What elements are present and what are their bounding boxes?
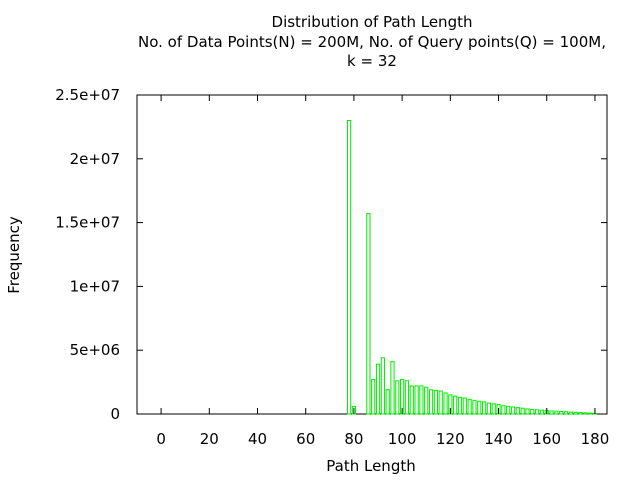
chart-title-line-1: Distribution of Path Length bbox=[272, 13, 473, 31]
x-tick-label: 120 bbox=[436, 430, 465, 448]
bar bbox=[530, 409, 535, 415]
plot-area-border bbox=[136, 94, 608, 415]
bar bbox=[573, 411, 578, 415]
bar bbox=[563, 411, 569, 415]
bar bbox=[419, 385, 424, 415]
bar bbox=[375, 363, 381, 415]
bar bbox=[486, 402, 491, 415]
bar bbox=[525, 408, 530, 415]
bar bbox=[366, 213, 371, 415]
x-tick-label: 80 bbox=[344, 430, 363, 448]
bar bbox=[428, 389, 434, 415]
chart-title-line-3: k = 32 bbox=[347, 52, 397, 70]
bar bbox=[510, 406, 516, 415]
bar bbox=[583, 412, 588, 415]
y-tick-label: 5e+06 bbox=[70, 341, 120, 359]
y-axis-label: Frequency bbox=[5, 216, 23, 294]
bar bbox=[520, 407, 525, 415]
bar bbox=[404, 380, 410, 415]
bar bbox=[395, 380, 400, 415]
bar bbox=[568, 411, 573, 415]
bar bbox=[554, 410, 559, 415]
bar bbox=[390, 361, 395, 415]
chart-title: Distribution of Path Length No. of Data … bbox=[138, 13, 606, 70]
bar bbox=[506, 405, 511, 415]
bar bbox=[491, 403, 496, 415]
y-tick-label: 0 bbox=[110, 405, 120, 423]
x-tick-label: 140 bbox=[484, 430, 513, 448]
y-tick-label: 2e+07 bbox=[70, 150, 120, 168]
bar bbox=[371, 379, 376, 415]
bar bbox=[481, 401, 487, 415]
y-tick-label: 2.5e+07 bbox=[55, 86, 120, 104]
x-axis-label: Path Length bbox=[326, 457, 415, 475]
bar bbox=[539, 409, 545, 415]
x-tick-label: 160 bbox=[532, 430, 561, 448]
bar bbox=[477, 400, 482, 415]
bar-series bbox=[347, 120, 598, 415]
bar bbox=[535, 409, 540, 415]
y-tick-label: 1e+07 bbox=[70, 277, 120, 295]
x-tick-label: 40 bbox=[248, 430, 267, 448]
bar bbox=[409, 385, 414, 415]
x-tick-label: 180 bbox=[581, 430, 610, 448]
bar bbox=[457, 396, 463, 415]
bar bbox=[549, 410, 554, 415]
bar bbox=[515, 407, 520, 415]
bar bbox=[588, 412, 593, 415]
bar bbox=[501, 405, 506, 415]
bar bbox=[578, 412, 583, 415]
bar bbox=[433, 389, 438, 415]
bar bbox=[443, 392, 448, 415]
x-tick-label: 0 bbox=[156, 430, 166, 448]
bar bbox=[424, 386, 429, 415]
bar bbox=[347, 120, 352, 415]
x-tick-label: 20 bbox=[200, 430, 219, 448]
x-axis-ticks: 0 20 40 60 80 100 120 140 160 180 bbox=[156, 95, 609, 448]
bar bbox=[467, 398, 472, 415]
y-tick-label: 1.5e+07 bbox=[55, 214, 120, 232]
bar bbox=[462, 397, 467, 415]
bar bbox=[559, 410, 564, 415]
bar bbox=[453, 395, 458, 415]
chart-title-line-2: No. of Data Points(N) = 200M, No. of Que… bbox=[138, 33, 606, 51]
x-tick-label: 60 bbox=[296, 430, 315, 448]
y-axis-ticks: 0 5e+06 1e+07 1.5e+07 2e+07 2.5e+07 bbox=[55, 86, 607, 423]
bar bbox=[438, 390, 443, 415]
bar bbox=[414, 385, 419, 415]
x-tick-label: 100 bbox=[388, 430, 417, 448]
bar bbox=[380, 357, 385, 415]
bar bbox=[472, 400, 477, 415]
bar bbox=[385, 389, 390, 415]
